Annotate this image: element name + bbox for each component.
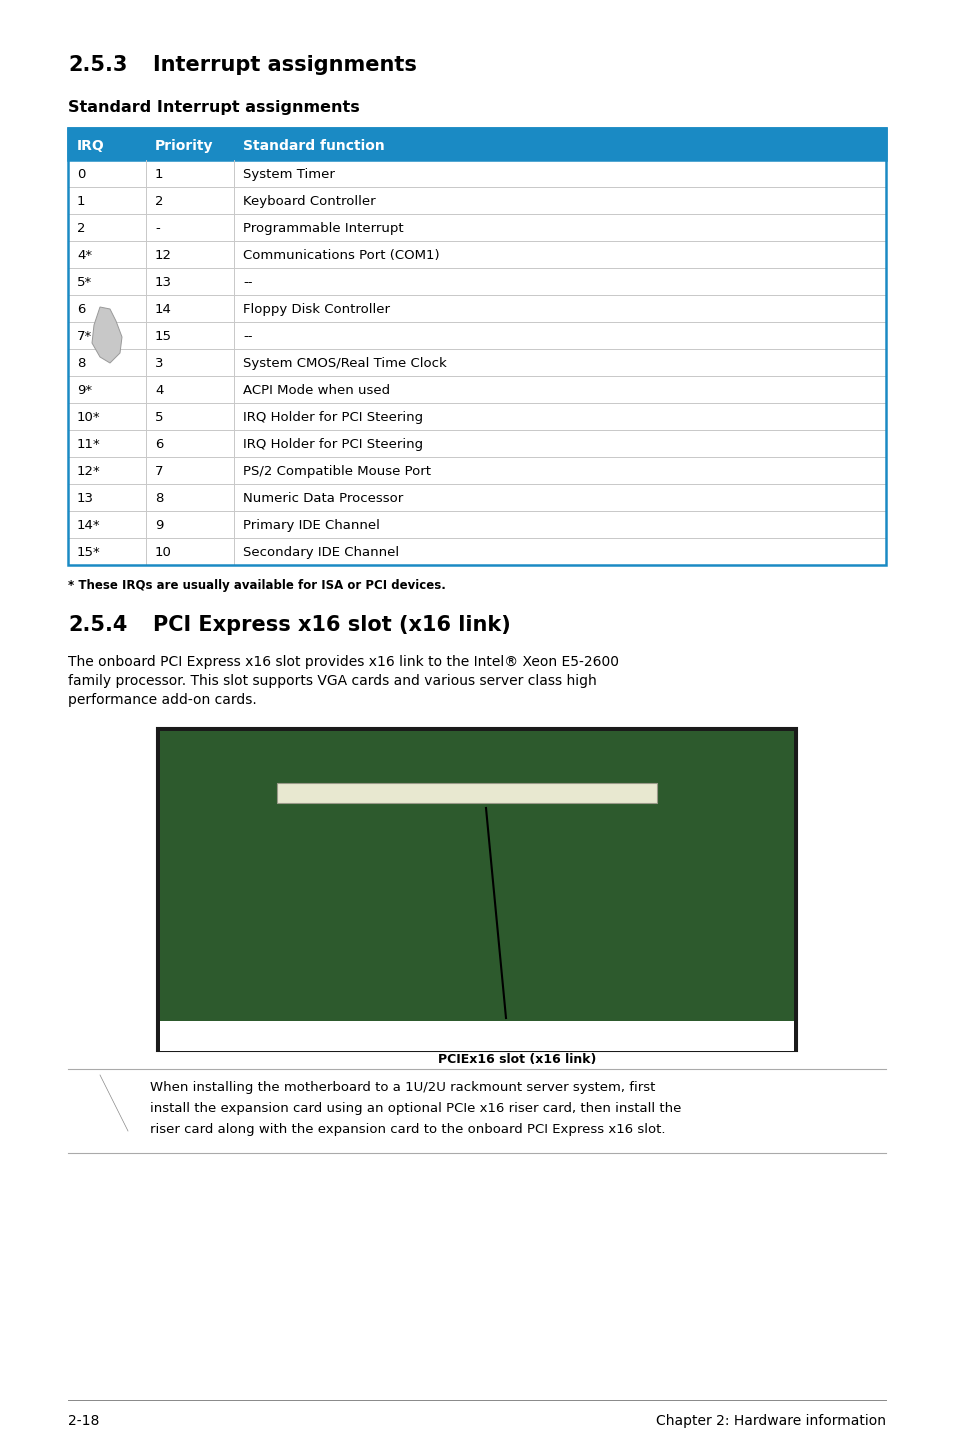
Text: family processor. This slot supports VGA cards and various server class high: family processor. This slot supports VGA… <box>68 674 597 687</box>
Text: 1: 1 <box>154 168 163 181</box>
Text: 13: 13 <box>77 492 94 505</box>
Text: PCIEx16 slot (x16 link): PCIEx16 slot (x16 link) <box>437 1053 596 1066</box>
Bar <box>68 538 885 565</box>
Text: System Timer: System Timer <box>243 168 335 181</box>
Bar <box>68 128 885 160</box>
Text: 5: 5 <box>154 411 163 424</box>
Text: Floppy Disk Controller: Floppy Disk Controller <box>243 303 390 316</box>
Text: 5*: 5* <box>77 276 92 289</box>
Text: 4: 4 <box>154 384 163 397</box>
Text: 15: 15 <box>154 329 172 344</box>
Text: 9: 9 <box>154 519 163 532</box>
Text: IRQ: IRQ <box>77 139 105 152</box>
Text: Standard function: Standard function <box>243 139 384 152</box>
Text: --: -- <box>243 276 253 289</box>
Bar <box>157 728 796 1051</box>
Text: 3: 3 <box>154 357 163 370</box>
Bar <box>68 267 885 295</box>
Text: 6: 6 <box>154 439 163 452</box>
Bar <box>68 457 885 485</box>
Text: System CMOS/Real Time Clock: System CMOS/Real Time Clock <box>243 357 446 370</box>
Text: 14*: 14* <box>77 519 100 532</box>
Polygon shape <box>91 306 122 362</box>
Bar <box>276 784 657 802</box>
Text: IRQ Holder for PCI Steering: IRQ Holder for PCI Steering <box>243 439 423 452</box>
Text: 8: 8 <box>154 492 163 505</box>
Text: performance add-on cards.: performance add-on cards. <box>68 693 256 707</box>
Text: PCI Express x16 slot (x16 link): PCI Express x16 slot (x16 link) <box>152 615 510 636</box>
Bar <box>68 349 885 375</box>
Text: 15*: 15* <box>77 546 101 559</box>
Text: The onboard PCI Express x16 slot provides x16 link to the Intel® Xeon E5-2600: The onboard PCI Express x16 slot provide… <box>68 654 618 669</box>
Text: riser card along with the expansion card to the onboard PCI Express x16 slot.: riser card along with the expansion card… <box>150 1123 665 1136</box>
Text: 2: 2 <box>154 196 163 209</box>
Text: 6: 6 <box>77 303 85 316</box>
Text: PS/2 Compatible Mouse Port: PS/2 Compatible Mouse Port <box>243 464 431 477</box>
Text: Secondary IDE Channel: Secondary IDE Channel <box>243 546 398 559</box>
Bar <box>68 375 885 403</box>
Bar <box>68 295 885 322</box>
Text: Primary IDE Channel: Primary IDE Channel <box>243 519 379 532</box>
Text: 2.5.4: 2.5.4 <box>68 615 128 636</box>
Text: When installing the motherboard to a 1U/2U rackmount server system, first: When installing the motherboard to a 1U/… <box>150 1081 655 1094</box>
Bar <box>160 1021 793 1051</box>
Text: 13: 13 <box>154 276 172 289</box>
Text: -: - <box>154 221 159 234</box>
Bar <box>68 510 885 538</box>
Text: IRQ Holder for PCI Steering: IRQ Holder for PCI Steering <box>243 411 423 424</box>
Bar <box>68 160 885 187</box>
Bar <box>160 731 793 1048</box>
Bar <box>68 430 885 457</box>
Text: 4*: 4* <box>77 249 92 262</box>
Bar <box>68 187 885 214</box>
Text: * These IRQs are usually available for ISA or PCI devices.: * These IRQs are usually available for I… <box>68 580 445 592</box>
Text: 2: 2 <box>77 221 86 234</box>
Bar <box>68 322 885 349</box>
Text: 2.5.3: 2.5.3 <box>68 55 128 75</box>
Text: 14: 14 <box>154 303 172 316</box>
Text: ACPI Mode when used: ACPI Mode when used <box>243 384 390 397</box>
Text: Communications Port (COM1): Communications Port (COM1) <box>243 249 439 262</box>
Text: 10*: 10* <box>77 411 100 424</box>
Bar <box>68 403 885 430</box>
Bar <box>68 128 885 565</box>
Text: 10: 10 <box>154 546 172 559</box>
Text: 12*: 12* <box>77 464 101 477</box>
Text: Chapter 2: Hardware information: Chapter 2: Hardware information <box>656 1414 885 1428</box>
Text: 2-18: 2-18 <box>68 1414 99 1428</box>
Text: Numeric Data Processor: Numeric Data Processor <box>243 492 403 505</box>
Text: install the expansion card using an optional PCIe x16 riser card, then install t: install the expansion card using an opti… <box>150 1102 680 1114</box>
Text: 12: 12 <box>154 249 172 262</box>
Text: 7*: 7* <box>77 329 92 344</box>
Text: Priority: Priority <box>154 139 213 152</box>
Text: 1: 1 <box>77 196 86 209</box>
Bar <box>68 485 885 510</box>
Text: 7: 7 <box>154 464 163 477</box>
Text: Programmable Interrupt: Programmable Interrupt <box>243 221 403 234</box>
Text: Keyboard Controller: Keyboard Controller <box>243 196 375 209</box>
Text: --: -- <box>243 329 253 344</box>
Text: 8: 8 <box>77 357 85 370</box>
Text: 9*: 9* <box>77 384 92 397</box>
Text: 0: 0 <box>77 168 85 181</box>
Text: Interrupt assignments: Interrupt assignments <box>152 55 416 75</box>
Text: Standard Interrupt assignments: Standard Interrupt assignments <box>68 101 359 115</box>
Bar <box>68 242 885 267</box>
Text: 11*: 11* <box>77 439 101 452</box>
Bar <box>68 214 885 242</box>
